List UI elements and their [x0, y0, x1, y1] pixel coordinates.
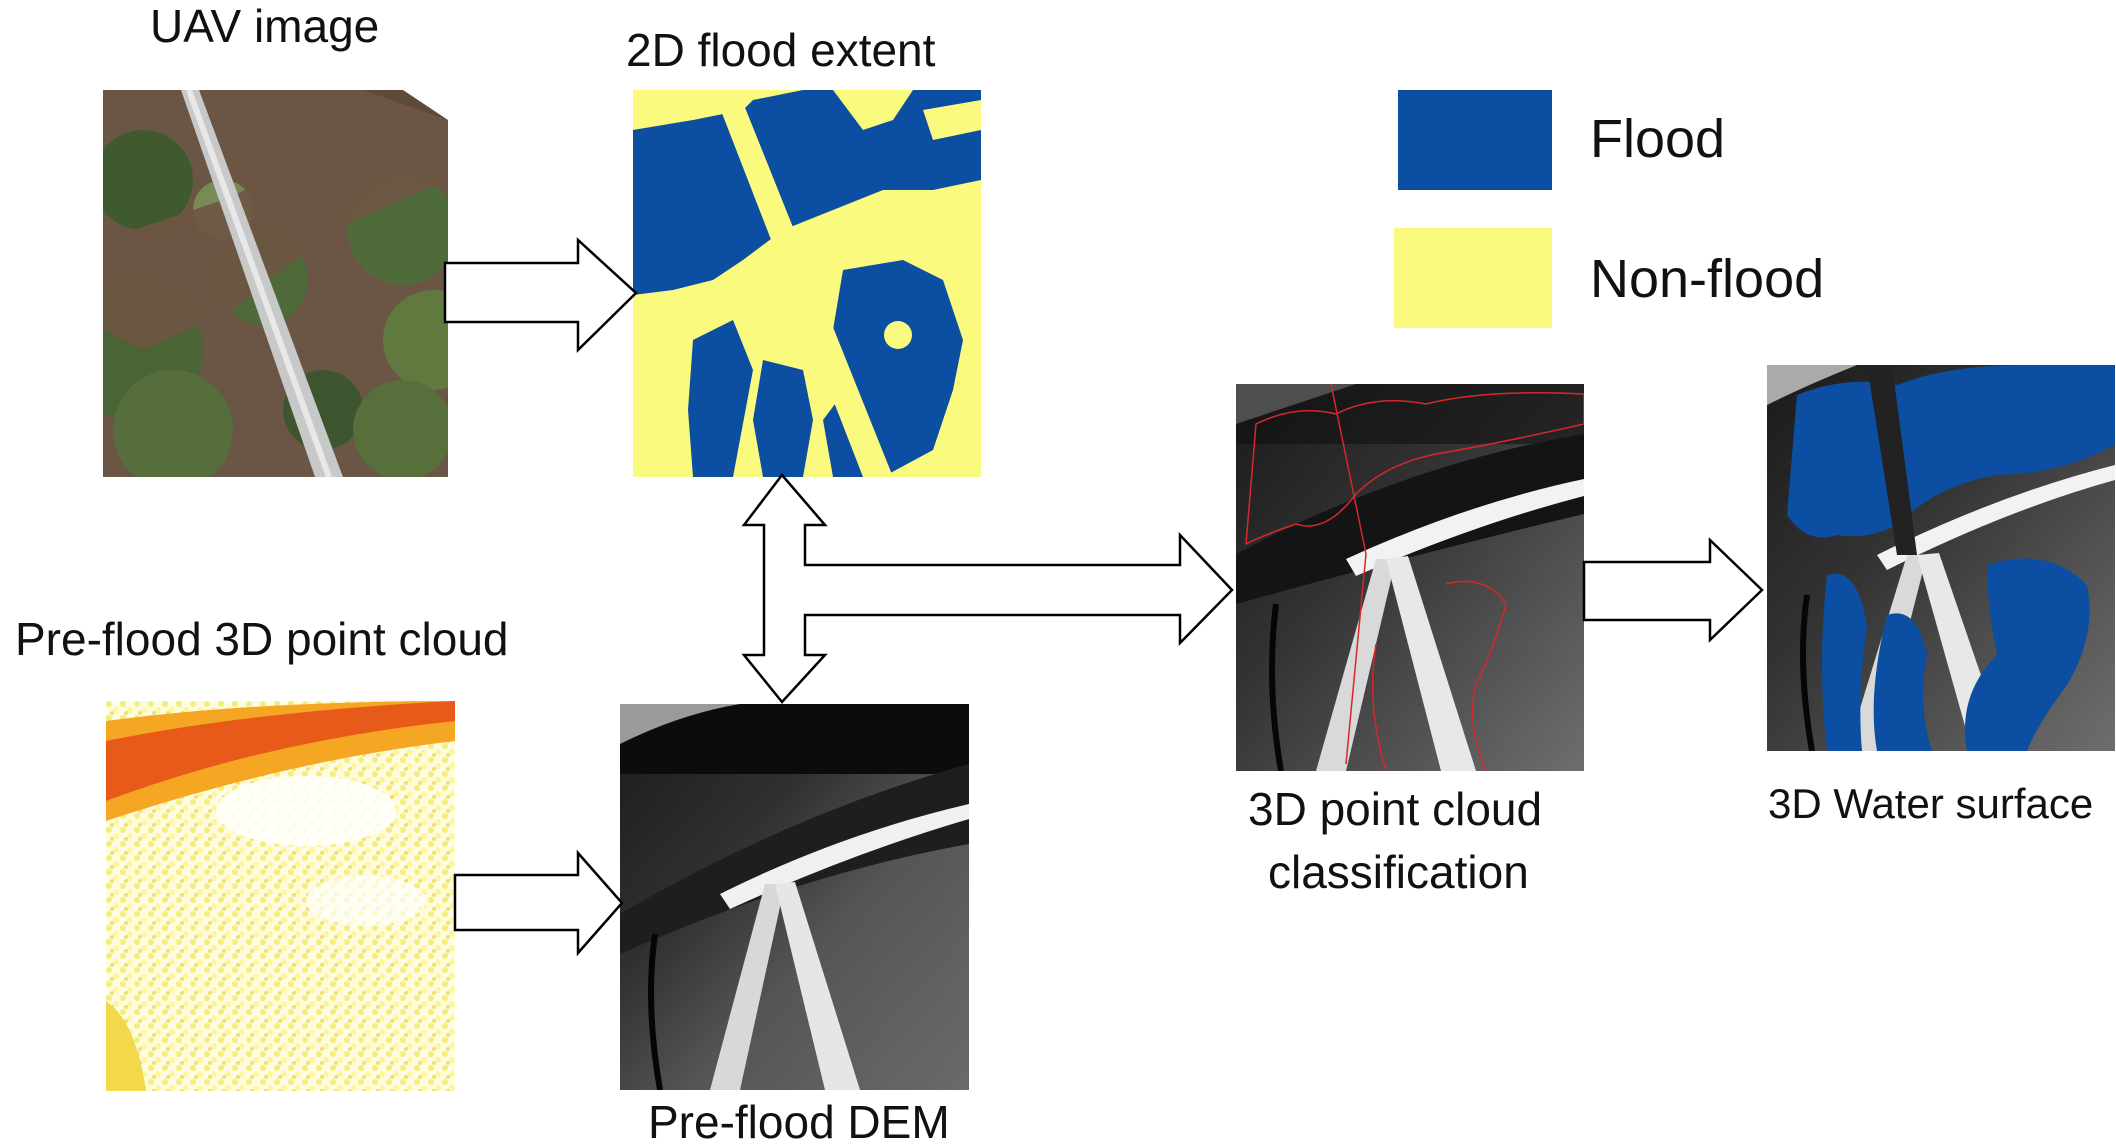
arrow-cloud-to-dem	[453, 849, 624, 957]
arrow-extent-dem-to-classification	[741, 473, 1234, 704]
pre-flood-cloud-panel	[106, 701, 455, 1091]
classification-panel	[1236, 384, 1584, 771]
flood-extent-panel	[633, 90, 981, 477]
legend-swatch-flood	[1398, 90, 1552, 190]
water-surface-title: 3D Water surface	[1768, 780, 2094, 827]
uav-image-title: UAV image	[150, 0, 380, 52]
water-surface-panel	[1767, 365, 2115, 751]
flood-extent-title: 2D flood extent	[626, 24, 936, 76]
pre-flood-dem-panel	[620, 704, 969, 1090]
uav-image-panel	[103, 90, 448, 477]
arrow-class-to-water	[1582, 537, 1764, 643]
classification-title-line1: 3D point cloud	[1248, 783, 1543, 835]
legend-label-non-flood: Non-flood	[1590, 249, 1825, 309]
classification-title-line2: classification	[1268, 846, 1529, 898]
pre-flood-dem-title: Pre-flood DEM	[648, 1096, 950, 1148]
pre-flood-cloud-title: Pre-flood 3D point cloud	[15, 613, 509, 665]
legend-label-flood: Flood	[1590, 109, 1726, 169]
arrow-uav-to-extent	[443, 237, 638, 353]
legend-swatch-non-flood	[1394, 228, 1552, 328]
